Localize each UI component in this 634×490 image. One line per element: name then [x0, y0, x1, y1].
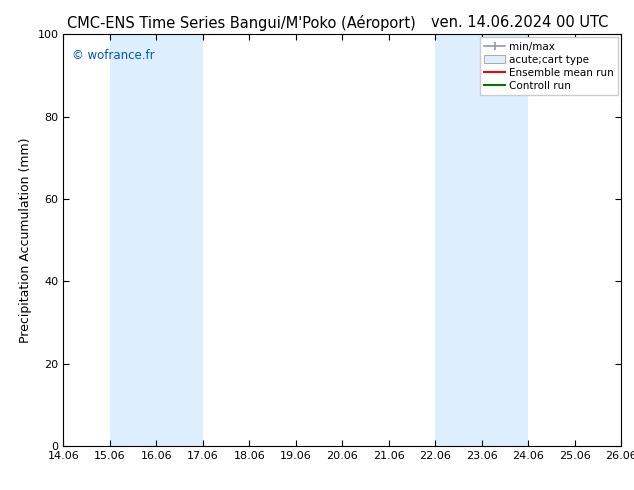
- Text: CMC-ENS Time Series Bangui/M'Poko (Aéroport): CMC-ENS Time Series Bangui/M'Poko (Aérop…: [67, 15, 415, 31]
- Bar: [436, 34, 528, 446]
- Y-axis label: Precipitation Accumulation (mm): Precipitation Accumulation (mm): [19, 137, 32, 343]
- Text: ven. 14.06.2024 00 UTC: ven. 14.06.2024 00 UTC: [431, 15, 609, 30]
- Text: © wofrance.fr: © wofrance.fr: [72, 49, 155, 62]
- Bar: [110, 34, 203, 446]
- Legend: min/max, acute;cart type, Ensemble mean run, Controll run: min/max, acute;cart type, Ensemble mean …: [480, 37, 618, 95]
